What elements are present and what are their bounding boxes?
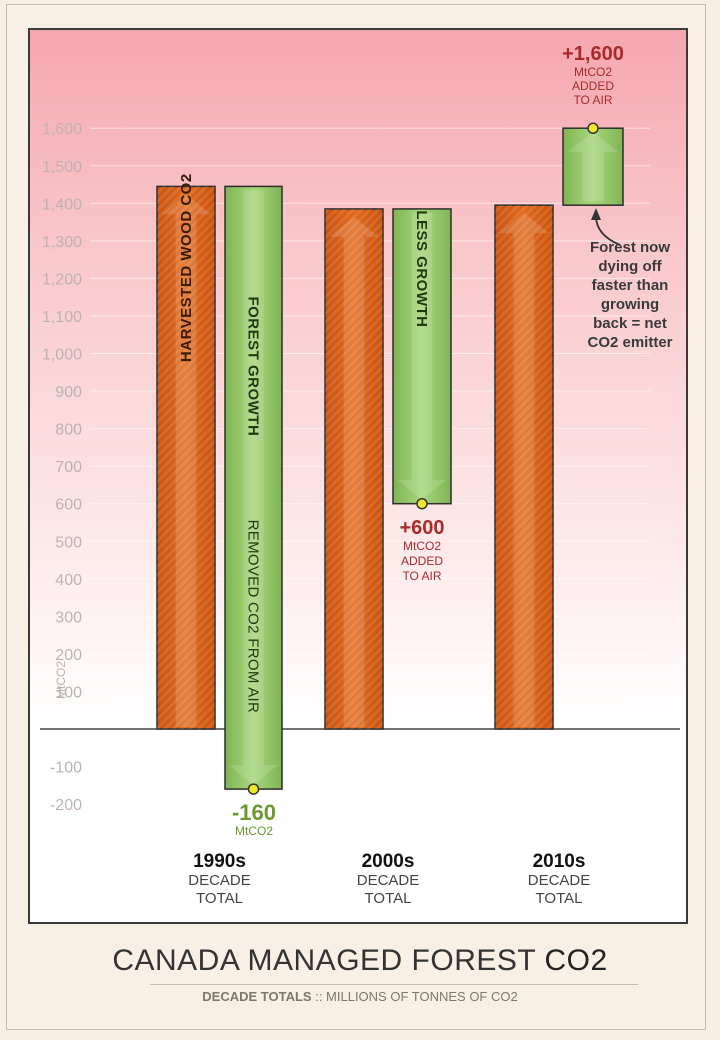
y-tick-label: -200 (50, 797, 82, 814)
y-tick-label: 600 (55, 497, 82, 514)
annotation-text: back = net (593, 315, 667, 332)
annotation-text: growing (601, 296, 659, 313)
y-tick-label: 1,000 (42, 347, 82, 364)
harvest-bar-label: HARVESTED WOOD CO2 (178, 173, 195, 362)
net-value-label: +600 (399, 517, 444, 539)
harvest-bar-texture (157, 186, 215, 730)
net-value-label: +1,600 (562, 43, 624, 65)
harvest-bar-arrow (499, 213, 549, 728)
chart-area: -200 -100 100 200 300 400 500 600 700 800 900 1,000… (28, 28, 688, 924)
harvest-bar-texture (325, 208, 383, 729)
y-tick-label: 1,100 (42, 309, 82, 326)
y-tick-label: 400 (55, 572, 82, 589)
y-tick-label: 300 (55, 609, 82, 626)
net-value-label: -160 (232, 800, 276, 825)
annotation-text: Forest now (590, 239, 670, 256)
annotation-arrowhead (591, 208, 601, 220)
growth-bar (562, 127, 624, 206)
growth-bar-label-2: REMOVED CO2 FROM AIR (245, 520, 262, 714)
annotation-text: faster than (592, 277, 669, 294)
y-tick-label: 700 (55, 459, 82, 476)
growth-bar-label: FOREST GROWTH (245, 296, 262, 436)
annotation-text: CO2 emitter (587, 334, 672, 351)
net-unit-label: MtCO2 (574, 65, 612, 79)
y-tick-label: -100 (50, 760, 82, 777)
harvest-bar-texture (495, 205, 553, 730)
growth-bar (224, 185, 283, 790)
annotation-text: dying off (598, 258, 662, 275)
chart-subtitle: DECADE TOTALS :: MILLIONS OF TONNES OF C… (0, 989, 720, 1004)
category-sublabel: DECADE (188, 872, 251, 889)
chart-svg: -200 -100 100 200 300 400 500 600 700 800 900 1,000… (40, 43, 680, 907)
net-marker-dot (587, 122, 599, 134)
net-added-label-2: TO AIR (573, 93, 612, 107)
y-tick-label: 1,200 (42, 271, 82, 288)
category-sublabel: DECADE (528, 872, 591, 889)
harvest-bar-arrow (161, 194, 211, 728)
y-tick-label: 1,400 (42, 196, 82, 213)
title-main: CANADA MANAGED FOREST (112, 944, 545, 977)
net-added-label: ADDED (401, 554, 443, 568)
harvest-bar-arrow (329, 216, 379, 727)
category-label: 2000s (362, 851, 415, 872)
y-tick-label: 200 (55, 647, 82, 664)
y-tick-label: 1,300 (42, 234, 82, 251)
growth-bar-arrow (229, 190, 278, 786)
chart-title: CANADA MANAGED FOREST CO2 (0, 944, 720, 978)
y-tick-label: 500 (55, 534, 82, 551)
y-tick-label: 900 (55, 384, 82, 401)
category-sublabel: DECADE (357, 872, 420, 889)
category-sublabel-2: TOTAL (536, 890, 583, 907)
y-axis-label: MtCO2 (54, 661, 68, 699)
growth-bar-label: LESS GROWTH (413, 210, 430, 327)
growth-bar-arrow (397, 212, 447, 500)
net-unit-label: MtCO2 (403, 539, 441, 553)
category-label: 1990s (193, 851, 246, 872)
category-label: 2010s (533, 851, 586, 872)
y-tick-label: 1,600 (42, 121, 82, 138)
net-unit-label: MtCO2 (235, 824, 273, 838)
subtitle-part2: MILLIONS OF TONNES OF CO2 (326, 989, 518, 1004)
growth-bar (392, 208, 452, 505)
y-tick-label: 800 (55, 422, 82, 439)
title-divider (150, 984, 638, 985)
title-highlight: CO2 (544, 944, 608, 977)
category-sublabel-2: TOTAL (196, 890, 243, 907)
y-tick-label: 100 (55, 684, 82, 701)
net-added-label: ADDED (572, 79, 614, 93)
subtitle-sep: :: (311, 989, 327, 1004)
net-added-label-2: TO AIR (402, 569, 441, 583)
y-tick-label: 1,500 (42, 159, 82, 176)
net-marker-dot (416, 497, 428, 510)
category-sublabel-2: TOTAL (365, 890, 412, 907)
growth-bar-arrow (567, 132, 619, 202)
net-marker-dot (247, 783, 260, 795)
subtitle-part1: DECADE TOTALS (202, 989, 312, 1004)
